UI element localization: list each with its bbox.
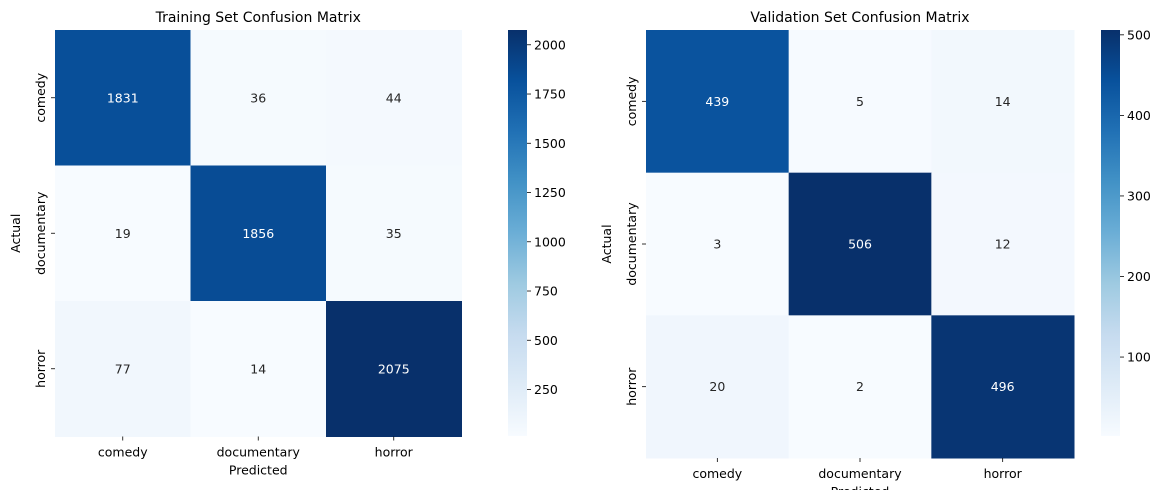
training-cell-value: 2075 — [378, 361, 410, 376]
training-heatmap-panel: 1831 36 44 19 1856 35 77 14 2075 Training Set Con… — [8, 10, 566, 478]
training-cell-horror-documentary — [190, 301, 327, 437]
training-cell-value: 19 — [115, 226, 131, 241]
validation-x-tick-horror: horror — [984, 466, 1023, 481]
validation-cell-value: 20 — [709, 379, 725, 394]
training-cell-value: 35 — [386, 226, 402, 241]
validation-cell-documentary-comedy — [646, 172, 790, 316]
validation-cell-value: 5 — [856, 94, 864, 109]
validation-cell-value: 12 — [995, 237, 1011, 252]
training-colorbar — [508, 30, 527, 436]
training-colorbar-tick-label: 1500 — [534, 136, 566, 151]
validation-colorbar-tick-label: 200 — [1127, 269, 1151, 284]
validation-cell-value: 14 — [995, 94, 1011, 109]
training-colorbar-tick-label: 500 — [534, 333, 558, 348]
validation-colorbar — [1101, 30, 1120, 436]
validation-colorbar-tick-label: 400 — [1127, 108, 1151, 123]
training-colorbar-tick-label: 1250 — [534, 185, 566, 200]
validation-cell-value: 439 — [705, 94, 729, 109]
training-colorbar-tick-label: 250 — [534, 382, 558, 397]
training-y-tick-horror: horror — [33, 349, 48, 388]
training-cell-value: 77 — [115, 361, 131, 376]
validation-colorbar-tick-label: 500 — [1127, 27, 1151, 42]
validation-cell-documentary-horror — [931, 172, 1075, 316]
training-x-axis-label: Predicted — [229, 463, 288, 478]
validation-y-tick-horror: horror — [624, 367, 639, 406]
validation-cell-comedy-horror — [931, 30, 1075, 174]
training-colorbar-tick-label: 1000 — [534, 234, 566, 249]
validation-cell-horror-comedy — [646, 315, 790, 459]
validation-cell-value: 506 — [848, 237, 872, 252]
training-x-tick-horror: horror — [375, 445, 414, 460]
training-cell-value: 1856 — [242, 226, 274, 241]
training-x-tick-comedy: comedy — [98, 445, 148, 460]
training-cell-horror-horror — [326, 301, 462, 437]
training-cell-comedy-horror — [326, 30, 462, 166]
training-cell-documentary-horror — [326, 165, 462, 302]
validation-cell-value: 2 — [856, 379, 864, 394]
training-x-tick-documentary: documentary — [217, 445, 301, 460]
training-colorbar-tick-label: 750 — [534, 284, 558, 299]
training-y-tick-documentary: documentary — [33, 191, 48, 275]
training-y-axis-label: Actual — [8, 214, 23, 253]
validation-y-axis-label: Actual — [599, 224, 614, 263]
validation-y-tick-comedy: comedy — [624, 76, 639, 126]
validation-cell-comedy-documentary — [788, 30, 932, 174]
validation-chart-title: Validation Set Confusion Matrix — [750, 10, 969, 26]
validation-cell-documentary-documentary — [788, 172, 932, 316]
validation-cell-value: 496 — [991, 379, 1015, 394]
validation-cell-value: 3 — [713, 237, 721, 252]
training-cell-value: 1831 — [107, 90, 139, 105]
validation-x-axis-label: Predicted — [831, 484, 890, 490]
training-colorbar-tick-label: 1750 — [534, 87, 566, 102]
training-cell-value: 36 — [250, 90, 266, 105]
validation-cell-horror-horror — [931, 315, 1075, 459]
training-colorbar-tick-label: 2000 — [534, 37, 566, 52]
training-cell-comedy-comedy — [55, 30, 191, 166]
training-cell-documentary-documentary — [190, 165, 327, 302]
training-cell-value: 44 — [386, 90, 402, 105]
validation-colorbar-tick-label: 100 — [1127, 350, 1151, 365]
validation-colorbar-tick-label: 300 — [1127, 188, 1151, 203]
training-cell-comedy-documentary — [190, 30, 327, 166]
training-cell-value: 14 — [250, 361, 266, 376]
validation-y-tick-documentary: documentary — [624, 202, 639, 286]
training-chart-title: Training Set Confusion Matrix — [155, 10, 361, 26]
validation-x-tick-documentary: documentary — [818, 466, 902, 481]
training-cell-horror-comedy — [55, 301, 191, 437]
validation-cell-comedy-comedy — [646, 30, 790, 174]
validation-heatmap-panel: 439 5 14 3 506 12 20 2 496 Validation Set Confusi… — [599, 10, 1151, 490]
training-y-tick-comedy: comedy — [33, 72, 48, 122]
training-cell-documentary-comedy — [55, 165, 191, 302]
validation-x-tick-comedy: comedy — [692, 466, 742, 481]
validation-cell-horror-documentary — [788, 315, 932, 459]
